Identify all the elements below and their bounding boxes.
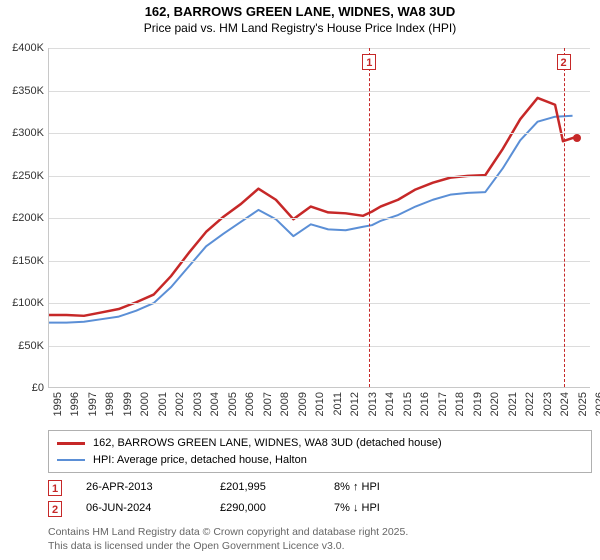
x-axis-label: 2012 — [349, 392, 361, 416]
y-gridline — [49, 303, 590, 304]
title-line1: 162, BARROWS GREEN LANE, WIDNES, WA8 3UD — [0, 4, 600, 21]
legend-item-hpi: HPI: Average price, detached house, Halt… — [57, 452, 583, 469]
event-row: 1 26-APR-2013 £201,995 8% ↑ HPI — [48, 477, 592, 498]
y-gridline — [49, 176, 590, 177]
x-axis-label: 2020 — [489, 392, 501, 416]
x-axis-label: 2017 — [437, 392, 449, 416]
chart-title: 162, BARROWS GREEN LANE, WIDNES, WA8 3UD… — [0, 0, 600, 36]
x-axis-label: 1997 — [87, 392, 99, 416]
x-axis-label: 2003 — [192, 392, 204, 416]
legend-label-property: 162, BARROWS GREEN LANE, WIDNES, WA8 3UD… — [93, 435, 442, 452]
y-gridline — [49, 218, 590, 219]
x-axis-label: 1996 — [69, 392, 81, 416]
event-row: 2 06-JUN-2024 £290,000 7% ↓ HPI — [48, 498, 592, 519]
y-axis-label: £100K — [0, 297, 44, 309]
x-axis-label: 2014 — [384, 392, 396, 416]
event-marker-icon: 2 — [48, 501, 62, 517]
footer-line1: Contains HM Land Registry data © Crown c… — [48, 525, 592, 539]
x-axis-label: 2002 — [174, 392, 186, 416]
event-marker-icon: 2 — [557, 54, 571, 70]
y-axis-label: £200K — [0, 212, 44, 224]
series-line — [49, 116, 573, 323]
x-axis-label: 2016 — [419, 392, 431, 416]
event-price: £290,000 — [220, 498, 310, 519]
events-table: 1 26-APR-2013 £201,995 8% ↑ HPI 2 06-JUN… — [48, 477, 592, 519]
y-gridline — [49, 261, 590, 262]
event-vline — [564, 48, 565, 387]
y-gridline — [49, 346, 590, 347]
x-axis-label: 2004 — [209, 392, 221, 416]
y-gridline — [49, 48, 590, 49]
series-line — [49, 98, 576, 316]
x-axis-label: 2007 — [262, 392, 274, 416]
y-axis-label: £50K — [0, 340, 44, 352]
y-axis-label: £300K — [0, 127, 44, 139]
y-gridline — [49, 133, 590, 134]
x-axis-label: 2011 — [332, 392, 344, 416]
x-axis-label: 2000 — [139, 392, 151, 416]
legend-label-hpi: HPI: Average price, detached house, Halt… — [93, 452, 307, 469]
y-axis-label: £250K — [0, 170, 44, 182]
footer-line2: This data is licensed under the Open Gov… — [48, 539, 592, 553]
y-gridline — [49, 91, 590, 92]
x-axis-label: 2023 — [542, 392, 554, 416]
title-line2: Price paid vs. HM Land Registry's House … — [0, 21, 600, 37]
legend: 162, BARROWS GREEN LANE, WIDNES, WA8 3UD… — [48, 430, 592, 473]
event-marker-icon: 1 — [48, 480, 62, 496]
event-date: 26-APR-2013 — [86, 477, 196, 498]
legend-swatch-hpi — [57, 459, 85, 461]
event-vline — [369, 48, 370, 387]
x-axis-label: 2025 — [577, 392, 589, 416]
end-point-dot — [573, 134, 581, 142]
y-axis-label: £150K — [0, 255, 44, 267]
x-axis-label: 2006 — [244, 392, 256, 416]
x-axis-label: 2010 — [314, 392, 326, 416]
x-axis-label: 2015 — [402, 392, 414, 416]
plot-area: 12 — [48, 48, 590, 388]
event-date: 06-JUN-2024 — [86, 498, 196, 519]
x-axis-label: 1995 — [52, 392, 64, 416]
chart-area: 12 £0£50K£100K£150K£200K£250K£300K£350K£… — [0, 40, 600, 428]
event-price: £201,995 — [220, 477, 310, 498]
x-axis-label: 2001 — [157, 392, 169, 416]
x-axis-label: 2009 — [297, 392, 309, 416]
legend-item-property: 162, BARROWS GREEN LANE, WIDNES, WA8 3UD… — [57, 435, 583, 452]
x-axis-label: 1998 — [104, 392, 116, 416]
x-axis-label: 2008 — [279, 392, 291, 416]
attribution-footer: Contains HM Land Registry data © Crown c… — [48, 525, 592, 553]
x-axis-label: 2019 — [472, 392, 484, 416]
x-axis-label: 2026 — [594, 392, 600, 416]
y-axis-label: £400K — [0, 42, 44, 54]
x-axis-label: 2005 — [227, 392, 239, 416]
event-delta: 8% ↑ HPI — [334, 477, 424, 498]
y-axis-label: £0 — [0, 382, 44, 394]
x-axis-label: 2021 — [507, 392, 519, 416]
event-delta: 7% ↓ HPI — [334, 498, 424, 519]
y-axis-label: £350K — [0, 85, 44, 97]
event-marker-icon: 1 — [362, 54, 376, 70]
x-axis-label: 2024 — [559, 392, 571, 416]
x-axis-label: 1999 — [122, 392, 134, 416]
x-axis-label: 2013 — [367, 392, 379, 416]
legend-swatch-property — [57, 442, 85, 445]
x-axis-label: 2022 — [524, 392, 536, 416]
x-axis-label: 2018 — [454, 392, 466, 416]
